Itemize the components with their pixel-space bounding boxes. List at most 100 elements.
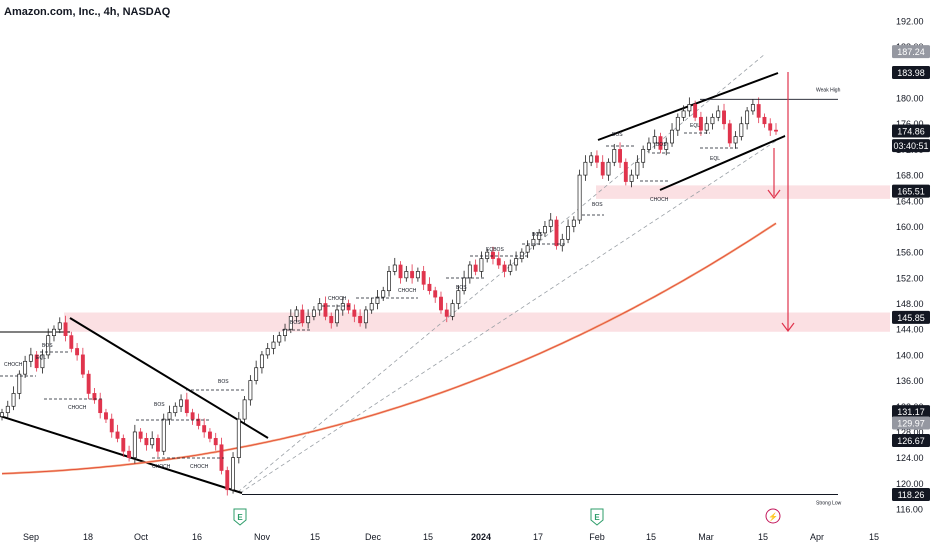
candle	[259, 351, 264, 374]
y-tick-label: 144.00	[896, 325, 924, 335]
candle	[179, 394, 184, 413]
x-tick-label: Oct	[134, 532, 149, 542]
y-tick-label: 152.00	[896, 273, 924, 283]
candle	[756, 97, 761, 124]
x-tick-label: 15	[310, 532, 320, 542]
y-tick-label: 140.00	[896, 350, 924, 360]
candle	[675, 113, 680, 136]
structure-label: CHOCH	[152, 464, 171, 470]
candle	[566, 219, 571, 244]
price-badge: 183.98	[892, 65, 930, 79]
price-badge: 126.67	[892, 433, 930, 447]
price-badge: 145.85	[892, 310, 930, 324]
x-tick-label: 15	[646, 532, 656, 542]
structure-label: CHOCH	[190, 464, 209, 470]
structure-label: BOS	[532, 232, 543, 238]
price-badge: 174.86	[892, 124, 930, 138]
flag-bottom-line	[659, 135, 786, 191]
y-tick-label: 180.00	[896, 94, 924, 104]
candle	[121, 434, 126, 457]
candle	[762, 113, 767, 128]
x-tick-label: Sep	[23, 532, 39, 542]
candle	[577, 169, 582, 224]
candle	[543, 221, 547, 237]
dividend-marker-icon[interactable]: ⚡	[765, 508, 781, 524]
x-tick-label: Apr	[810, 532, 824, 542]
candle	[202, 418, 207, 438]
candle	[485, 248, 490, 263]
candle	[40, 349, 45, 374]
candle	[17, 370, 22, 400]
candle	[392, 257, 397, 276]
candle	[173, 402, 178, 417]
candle	[254, 360, 259, 385]
candle	[369, 298, 374, 314]
candle	[104, 408, 108, 423]
supply-demand-zone	[596, 185, 890, 199]
candle	[704, 116, 709, 135]
y-tick-label: 160.00	[896, 222, 924, 232]
candle	[144, 432, 149, 451]
svg-text:⚡: ⚡	[768, 512, 778, 522]
candle	[745, 107, 750, 130]
candle	[63, 315, 68, 342]
structure-label: CHOCH	[4, 362, 23, 368]
candle	[127, 445, 132, 462]
candle	[606, 158, 611, 181]
price-badge: 03:40:51	[892, 139, 930, 153]
candle	[664, 137, 669, 156]
candle	[618, 142, 622, 169]
candle	[23, 355, 28, 379]
y-tick-label: 156.00	[896, 248, 924, 258]
candle	[623, 158, 628, 186]
candle	[375, 290, 380, 310]
candle	[537, 229, 542, 246]
candle	[491, 246, 495, 265]
candle	[415, 267, 420, 282]
candle	[5, 400, 10, 419]
candle	[46, 328, 51, 359]
x-tick-label: Dec	[365, 532, 382, 542]
candle	[98, 392, 103, 419]
structure-label: BOS	[592, 202, 603, 208]
price-badge: 131.17	[892, 405, 930, 419]
y-tick-label: 116.00	[896, 505, 923, 515]
candle	[358, 309, 363, 327]
candle	[462, 270, 467, 295]
svg-text:174.86: 174.86	[897, 127, 925, 137]
chart-title: Amazon.com, Inc., 4h, NASDAQ	[4, 6, 171, 18]
structure-label: EQL	[710, 156, 720, 162]
candle	[693, 100, 698, 122]
candle	[352, 304, 357, 323]
candle	[750, 99, 755, 115]
candle	[92, 387, 97, 404]
earnings-marker-icon[interactable]: E	[233, 508, 247, 526]
price-badge: 165.51	[892, 184, 930, 198]
svg-text:118.26: 118.26	[898, 490, 925, 500]
candle	[242, 395, 247, 423]
candle	[473, 259, 478, 276]
candle	[196, 413, 201, 430]
wedge-top-line	[69, 317, 269, 439]
candle	[727, 119, 732, 147]
x-tick-label: Feb	[589, 532, 605, 542]
x-tick-label: Mar	[698, 532, 714, 542]
candle	[444, 302, 449, 323]
candle	[381, 286, 386, 301]
candle	[219, 437, 224, 475]
supply-demand-zone	[64, 312, 890, 332]
candle	[156, 434, 160, 457]
channel-upper-line	[237, 53, 766, 493]
candle	[427, 277, 432, 295]
earnings-marker-icon[interactable]: E	[590, 508, 604, 526]
candle	[138, 428, 143, 443]
candle	[167, 405, 172, 425]
candle	[132, 424, 137, 464]
structure-label: EQBOS	[486, 247, 504, 253]
candle	[768, 118, 773, 136]
y-tick-label: 128.00	[896, 427, 924, 437]
candle	[646, 137, 651, 154]
candle	[687, 97, 692, 117]
